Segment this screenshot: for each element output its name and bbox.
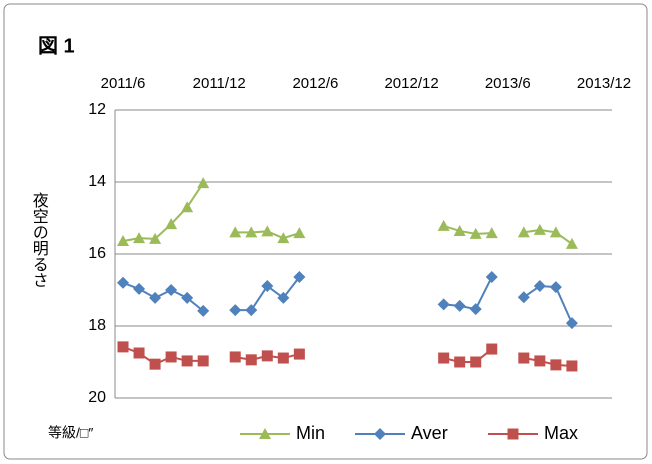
legend-label: Aver [411, 423, 448, 443]
marker [181, 355, 193, 367]
x-tick-label: 2012/6 [292, 75, 338, 92]
marker [229, 351, 241, 363]
marker [517, 226, 530, 238]
marker [534, 355, 546, 367]
marker [277, 291, 290, 304]
marker [229, 304, 242, 317]
x-tick-label: 2013/6 [485, 75, 531, 92]
marker [261, 350, 273, 362]
marker [550, 359, 562, 371]
marker [181, 291, 194, 304]
marker [517, 291, 530, 304]
marker [549, 226, 562, 238]
y-tick-label: 16 [88, 245, 106, 262]
marker [277, 352, 289, 364]
marker [133, 282, 146, 295]
marker [197, 355, 209, 367]
marker [165, 218, 178, 230]
chart-frame [3, 3, 648, 460]
marker [133, 232, 146, 244]
marker [533, 223, 546, 235]
marker [469, 227, 482, 239]
marker [518, 352, 530, 364]
unit-note: 等級/□″ [48, 425, 93, 441]
marker [149, 358, 161, 370]
marker [245, 226, 258, 238]
marker [117, 341, 129, 353]
marker [533, 280, 546, 293]
legend-label: Max [544, 423, 578, 443]
marker [566, 360, 578, 372]
x-tick-label: 2011/6 [101, 75, 146, 92]
legend-marker [374, 428, 386, 440]
marker [229, 226, 242, 238]
marker [453, 224, 466, 236]
chart-title: 図 1 [38, 35, 75, 57]
y-tick-label: 18 [88, 317, 106, 334]
marker [149, 232, 162, 244]
marker [117, 276, 130, 289]
marker [277, 232, 290, 244]
y-tick-label: 20 [88, 389, 106, 406]
y-axis-title: 夜空の明るさ [30, 192, 49, 288]
x-tick-label: 2013/12 [577, 75, 631, 92]
marker [470, 356, 482, 368]
marker [261, 225, 274, 237]
marker [454, 356, 466, 368]
marker [133, 347, 145, 359]
y-tick-label: 14 [88, 173, 106, 190]
marker [437, 298, 450, 311]
marker [117, 235, 130, 247]
marker [165, 284, 178, 296]
marker [453, 299, 466, 312]
marker [293, 227, 306, 239]
legend-marker [507, 428, 519, 440]
marker [437, 219, 450, 231]
legend-label: Min [296, 423, 325, 443]
legend-marker [259, 428, 271, 439]
marker [485, 227, 498, 239]
marker [197, 304, 210, 317]
marker [293, 348, 305, 360]
x-tick-label: 2011/12 [193, 75, 246, 92]
marker [549, 281, 562, 294]
marker [149, 291, 162, 304]
marker [293, 271, 306, 284]
marker [181, 201, 194, 213]
marker [245, 304, 258, 317]
marker [197, 177, 210, 189]
marker [245, 354, 257, 366]
marker [261, 280, 274, 293]
marker [486, 343, 498, 355]
y-tick-label: 12 [88, 101, 106, 118]
marker [438, 352, 450, 364]
marker [565, 317, 578, 330]
x-tick-label: 2012/12 [384, 75, 438, 92]
marker [565, 237, 578, 249]
marker [469, 303, 482, 316]
marker [485, 271, 498, 284]
marker [165, 351, 177, 363]
